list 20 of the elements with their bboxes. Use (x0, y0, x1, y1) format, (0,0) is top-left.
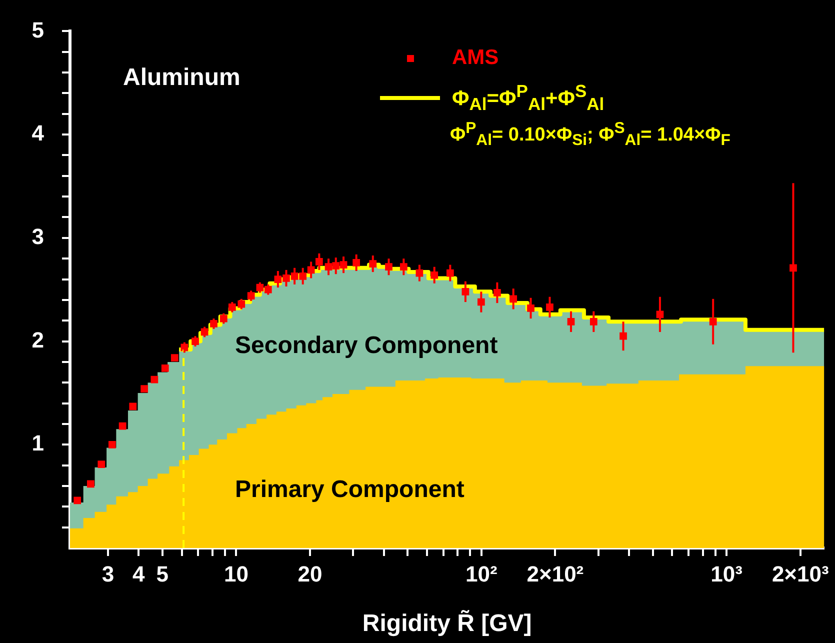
annotation: Aluminum (123, 64, 240, 92)
x-tick-label: 5 (156, 561, 168, 586)
legend-label: AMS (452, 46, 499, 70)
y-tick-label: 2 (32, 327, 44, 352)
x-tick-label: 4 (132, 561, 146, 586)
annotation: Primary Component (235, 476, 464, 504)
x-tick-label: 10² (465, 561, 498, 586)
x-tick-label: 3 (102, 561, 114, 586)
x-tick-label: 10³ (710, 561, 742, 586)
x-tick-label: 20 (298, 561, 322, 586)
y-tick-label: 4 (32, 120, 45, 146)
x-tick-label: 10 (224, 561, 248, 586)
text: Φ$^{P}$$_{Al}$= 0.10×Φ$_{Si}$; Φ$^{S}$$_{Al}$= 1.04×Φ$_{F}$ (450, 120, 730, 150)
y-tick-label: 5 (32, 17, 44, 42)
y-tick-label: 1 (32, 430, 44, 456)
x-tick-label: 2×10³ (772, 561, 829, 586)
x-tick-label: 2×10² (526, 561, 584, 586)
annotation: Secondary Component (235, 332, 498, 360)
y-tick-label: 3 (32, 224, 44, 249)
x-axis-title: Rigidity R̃ [GV] (362, 609, 532, 638)
